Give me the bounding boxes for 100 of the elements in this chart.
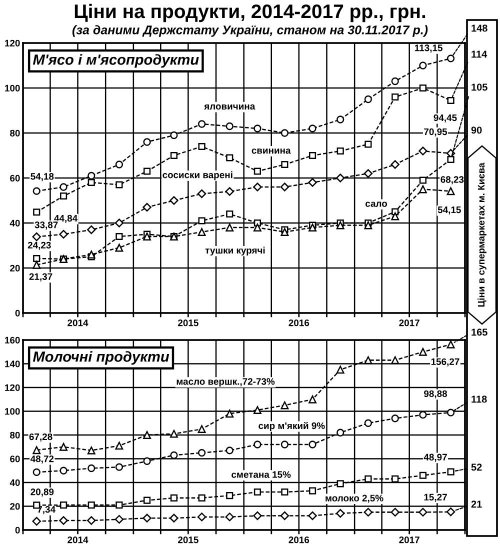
point: [143, 168, 151, 175]
point: [170, 430, 178, 438]
point: [418, 185, 427, 194]
series-label: сир м'який 9%: [258, 422, 325, 431]
point: [280, 228, 289, 236]
y-tick-label: 0: [15, 310, 20, 317]
point: [197, 189, 206, 198]
point: [32, 187, 40, 195]
point: [308, 487, 316, 494]
point: [390, 160, 400, 169]
data-label: 44,84: [54, 214, 78, 223]
point: [419, 62, 427, 70]
point: [59, 516, 68, 525]
point: [198, 494, 206, 502]
point: [336, 480, 344, 488]
annotation: 21: [471, 500, 482, 508]
point: [254, 488, 262, 496]
point: [226, 154, 234, 162]
point: [143, 138, 151, 146]
point: [391, 77, 399, 86]
point: [446, 508, 456, 516]
x-tick-label: 2016: [288, 320, 310, 326]
point: [446, 54, 455, 62]
data-label: 94,45: [434, 114, 457, 122]
annotation: 90: [471, 126, 482, 134]
point: [198, 448, 206, 457]
point: [446, 340, 455, 348]
point: [32, 468, 40, 476]
point: [280, 401, 289, 410]
point: [364, 95, 372, 104]
point: [364, 356, 372, 364]
data-label: 156,27: [431, 358, 460, 366]
point: [198, 142, 206, 150]
point: [446, 187, 455, 196]
point: [225, 512, 234, 522]
point: [143, 431, 151, 439]
y-tick-label: 160: [5, 336, 20, 344]
point: [391, 212, 400, 220]
point: [392, 475, 399, 482]
point: [308, 178, 317, 187]
chart-title: Ціни на продукти, 2014-2017 рр., грн.: [74, 4, 426, 22]
point: [170, 131, 178, 140]
point: [226, 446, 234, 454]
y-tick-label: 0: [15, 526, 20, 534]
point: [418, 146, 428, 156]
data-label: 20,89: [30, 488, 54, 497]
point: [254, 406, 262, 414]
point: [87, 250, 96, 258]
point: [336, 147, 344, 155]
point: [253, 182, 262, 192]
x-tick-label: 2015: [178, 536, 198, 544]
point: [364, 419, 372, 427]
annotation: 165: [472, 328, 488, 336]
point: [114, 218, 124, 228]
x-tick-label: 2017: [399, 536, 420, 544]
data-label: 48,97: [424, 454, 447, 462]
point: [116, 502, 123, 509]
point: [364, 140, 372, 148]
point: [32, 446, 41, 454]
point: [419, 176, 426, 184]
point: [364, 475, 372, 482]
point: [60, 442, 68, 451]
point: [419, 84, 426, 92]
point: [116, 232, 123, 240]
point: [226, 224, 234, 232]
series-label: молоко 2,5%: [326, 494, 384, 503]
text: М'ясо і м'ясопродукти: [32, 54, 199, 68]
y-tick-label: 120: [5, 384, 20, 392]
point: [280, 182, 290, 192]
series-label: масло вершк.,72-73%: [176, 378, 275, 387]
point: [33, 208, 40, 216]
point: [392, 93, 399, 101]
y-tick-label: 40: [10, 220, 20, 227]
point: [170, 514, 178, 522]
point: [226, 492, 234, 500]
point: [308, 124, 316, 132]
point: [254, 224, 262, 232]
data-label: 67,28: [29, 433, 52, 442]
point: [364, 169, 373, 178]
point: [59, 230, 68, 239]
data-label: 68,23: [440, 176, 464, 184]
point: [143, 496, 151, 504]
point: [419, 410, 427, 419]
annotation: 105: [472, 84, 488, 91]
annotation: 52: [471, 464, 482, 471]
x-tick-label: 2017: [399, 320, 420, 326]
series-label: сало: [366, 202, 388, 207]
point: [88, 172, 96, 180]
point: [60, 466, 68, 474]
point: [390, 508, 400, 517]
point: [254, 168, 262, 175]
point: [226, 210, 234, 218]
point: [226, 122, 234, 130]
point: [336, 509, 345, 518]
point: [170, 451, 178, 460]
point: [254, 440, 262, 448]
point: [60, 502, 68, 509]
point: [115, 463, 124, 471]
point: [198, 120, 206, 128]
point: [281, 160, 288, 168]
